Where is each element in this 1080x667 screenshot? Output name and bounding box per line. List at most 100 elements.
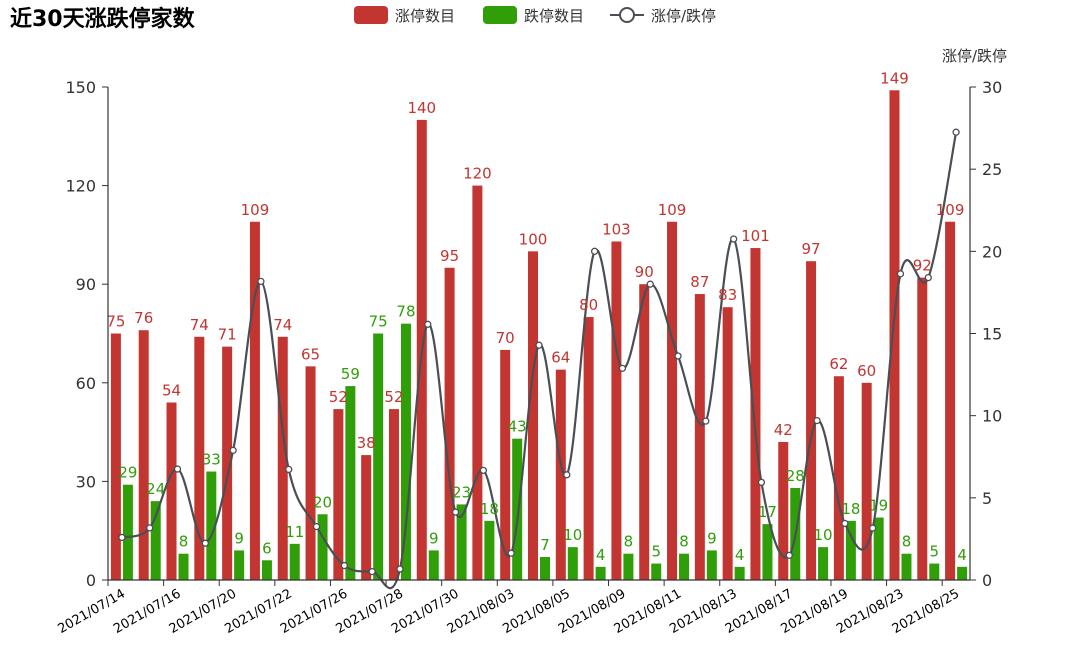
- bar-limit-down: [567, 547, 578, 580]
- label-limit-up: 109: [658, 201, 687, 219]
- legend-item-limit-up[interactable]: 涨停数目: [354, 6, 455, 25]
- ratio-point: [229, 446, 237, 454]
- bar-limit-up: [277, 336, 288, 580]
- ratio-point: [201, 539, 209, 547]
- label-limit-up: 76: [134, 309, 153, 327]
- label-limit-down: 18: [480, 500, 499, 518]
- label-limit-down: 9: [707, 529, 717, 547]
- bar-limit-up: [110, 333, 121, 580]
- ratio-point: [312, 522, 321, 531]
- label-limit-down: 78: [396, 303, 415, 321]
- y2-tick-label: 10: [982, 407, 1002, 426]
- y2-axis-title: 涨停/跌停: [942, 47, 1007, 65]
- label-limit-down: 5: [651, 543, 661, 561]
- ratio-point: [952, 128, 960, 136]
- label-limit-up: 83: [718, 286, 737, 304]
- legend-item-limit-down[interactable]: 跌停数目: [483, 6, 584, 25]
- bar-limit-up: [667, 221, 678, 580]
- ratio-point: [118, 533, 126, 542]
- label-limit-down: 8: [679, 533, 689, 551]
- ratio-line: [118, 128, 960, 589]
- y2-tick-label: 0: [982, 571, 992, 590]
- label-limit-up: 92: [913, 257, 932, 275]
- legend-label-limit-down: 跌停数目: [524, 7, 584, 25]
- legend-marker-ratio: [619, 7, 635, 23]
- ratio-point: [785, 551, 793, 559]
- ratio-point: [285, 465, 293, 474]
- legend-swatch-limit-up: [354, 6, 388, 24]
- label-limit-up: 109: [241, 201, 270, 219]
- bar-limit-down: [818, 547, 829, 580]
- legend: 涨停数目 跌停数目 涨停/跌停: [354, 6, 716, 25]
- label-limit-down: 19: [869, 497, 888, 515]
- bar-limit-up: [138, 330, 149, 580]
- ratio-point: [368, 567, 376, 576]
- y2-tick-label: 30: [982, 78, 1002, 97]
- bar-limit-up: [806, 261, 817, 580]
- ratio-point: [702, 417, 710, 425]
- ratio-point: [646, 280, 654, 288]
- label-limit-up: 74: [273, 316, 292, 334]
- bar-limit-down: [317, 514, 328, 580]
- label-limit-up: 140: [407, 99, 436, 117]
- label-limit-down: 8: [179, 533, 189, 551]
- label-limit-down: 10: [563, 526, 582, 544]
- chart-title: 近30天涨跌停家数: [10, 6, 196, 32]
- bar-limit-down: [540, 556, 550, 580]
- label-limit-up: 52: [384, 388, 403, 406]
- legend-swatch-limit-down: [483, 6, 517, 24]
- y2-tick-label: 25: [982, 160, 1002, 179]
- label-limit-down: 4: [957, 546, 967, 564]
- label-limit-down: 4: [735, 546, 745, 564]
- ratio-point: [841, 519, 849, 528]
- ratio-point: [173, 465, 182, 473]
- ratio-point: [563, 471, 571, 479]
- label-limit-down: 5: [930, 543, 940, 561]
- label-limit-up: 71: [218, 326, 237, 344]
- bar-limit-up: [694, 294, 705, 580]
- bar-limit-down: [400, 323, 411, 580]
- bar-limit-up: [194, 336, 205, 580]
- label-limit-down: 43: [508, 418, 527, 436]
- bar-limit-up: [528, 251, 538, 581]
- bar-limit-down: [234, 550, 245, 580]
- bar-limit-up: [472, 185, 483, 580]
- label-limit-up: 100: [519, 230, 548, 248]
- bar-limit-down: [734, 566, 745, 580]
- ratio-point: [340, 561, 349, 570]
- bar-limit-down: [289, 543, 300, 580]
- bar-limit-up: [639, 284, 650, 580]
- bar-limit-up: [500, 349, 511, 580]
- bar-limit-up: [917, 277, 928, 580]
- y-tick-label: 150: [65, 78, 96, 97]
- y-tick-label: 90: [76, 275, 96, 294]
- bar-limit-down: [456, 504, 467, 580]
- bar-limit-up: [945, 221, 956, 580]
- ratio-point: [396, 565, 404, 573]
- label-limit-down: 11: [285, 523, 304, 541]
- label-limit-down: 75: [369, 313, 388, 331]
- bar-limit-down: [122, 484, 133, 580]
- ratio-line-path: [121, 131, 958, 589]
- label-limit-up: 90: [635, 263, 654, 281]
- bar-limit-up: [388, 409, 399, 580]
- label-limit-up: 80: [579, 296, 598, 314]
- y2-tick-label: 15: [982, 325, 1002, 344]
- bar-limit-up: [583, 317, 594, 580]
- bar-limit-up: [722, 307, 733, 580]
- label-limit-down: 17: [758, 503, 777, 521]
- y2-tick-label: 20: [982, 242, 1002, 261]
- bar-limit-down: [957, 566, 968, 580]
- label-limit-up: 101: [741, 227, 770, 245]
- bar-limit-up: [750, 248, 761, 580]
- bar-limit-down: [428, 550, 439, 580]
- label-limit-down: 20: [313, 493, 332, 511]
- ratio-point: [535, 341, 543, 349]
- bar-limit-down: [261, 560, 272, 580]
- bar-limit-down: [484, 520, 495, 580]
- label-limit-down: 33: [202, 451, 221, 469]
- legend-item-ratio[interactable]: 涨停/跌停: [610, 7, 716, 25]
- bar-limit-up: [555, 369, 566, 580]
- label-limit-down: 9: [234, 529, 244, 547]
